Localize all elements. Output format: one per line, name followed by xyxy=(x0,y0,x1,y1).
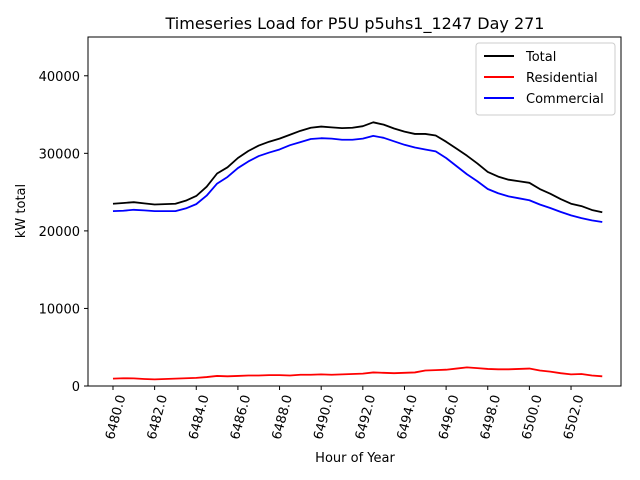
x-tick-label: 6494.0 xyxy=(395,393,421,441)
x-tick-label: 6496.0 xyxy=(436,393,462,441)
x-tick-label: 6490.0 xyxy=(311,393,337,441)
x-tick-label: 6484.0 xyxy=(186,393,212,441)
legend-label-residential: Residential xyxy=(526,71,598,86)
x-tick-label: 6480.0 xyxy=(103,393,129,441)
x-tick-label: 6482.0 xyxy=(145,393,171,441)
x-axis-label: Hour of Year xyxy=(315,451,395,466)
series-line-commercial xyxy=(112,134,603,223)
x-tick-label: 6498.0 xyxy=(478,393,504,441)
y-tick-label: 10000 xyxy=(39,302,80,317)
y-axis-label: kW total xyxy=(14,184,29,238)
y-axis-ticks: 0 10000 20000 30000 40000 xyxy=(39,70,88,395)
x-tick-label: 6486.0 xyxy=(228,393,254,441)
y-tick-label: 0 xyxy=(72,380,80,395)
x-tick-label: 6502.0 xyxy=(561,393,587,441)
series-line-total xyxy=(112,121,603,214)
x-tick-label: 6488.0 xyxy=(270,393,296,441)
series-line-residential xyxy=(112,366,603,381)
x-axis-ticks: 6480.0 6482.0 6484.0 6486.0 6488.0 6490.0 6492… xyxy=(103,386,587,441)
legend-label-total: Total xyxy=(525,50,556,65)
x-tick-label: 6492.0 xyxy=(353,393,379,441)
chart-title: Timeseries Load for P5U p5uhs1_1247 Day … xyxy=(165,14,545,34)
plot-frame xyxy=(87,36,622,387)
y-tick-label: 30000 xyxy=(39,147,80,162)
series-layer xyxy=(112,121,603,381)
legend: Total Residential Commercial xyxy=(475,42,616,116)
x-tick-label: 6500.0 xyxy=(519,393,545,441)
y-tick-label: 40000 xyxy=(39,70,80,85)
legend-label-commercial: Commercial xyxy=(526,92,604,107)
y-tick-label: 20000 xyxy=(39,225,80,240)
